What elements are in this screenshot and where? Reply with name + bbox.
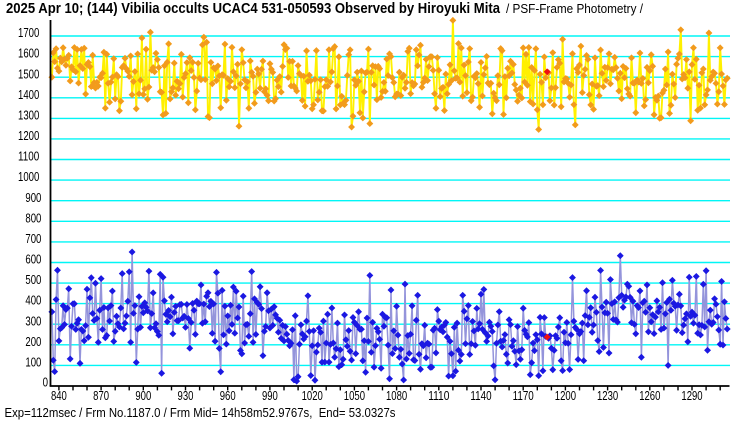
svg-text:990: 990 xyxy=(262,389,278,403)
svg-text:1050: 1050 xyxy=(344,389,365,403)
svg-text:2025 Apr 10; (144) Vibilia occ: 2025 Apr 10; (144) Vibilia occults UCAC4… xyxy=(6,1,501,17)
svg-text:1110: 1110 xyxy=(428,389,449,403)
svg-text:840: 840 xyxy=(51,389,67,403)
svg-text:1100: 1100 xyxy=(18,150,39,164)
svg-text:1700: 1700 xyxy=(18,26,39,40)
svg-text:1000: 1000 xyxy=(18,170,39,184)
svg-text:600: 600 xyxy=(25,253,41,267)
svg-text:930: 930 xyxy=(178,389,194,403)
svg-text:0: 0 xyxy=(43,375,48,389)
svg-text:Exp=112msec / Frm No.1187.0 /: Exp=112msec / Frm No.1187.0 / Frm Mid= 1… xyxy=(5,406,396,420)
svg-text:960: 960 xyxy=(220,389,236,403)
svg-text:900: 900 xyxy=(135,389,151,403)
svg-text:870: 870 xyxy=(93,389,109,403)
svg-text:1200: 1200 xyxy=(18,129,39,143)
svg-text:800: 800 xyxy=(25,211,41,225)
svg-text:/ PSF-Frame Photometry /: / PSF-Frame Photometry / xyxy=(506,1,643,16)
svg-text:1290: 1290 xyxy=(681,389,702,403)
svg-text:1230: 1230 xyxy=(597,389,618,403)
svg-text:1170: 1170 xyxy=(513,389,534,403)
svg-text:200: 200 xyxy=(25,335,41,349)
svg-text:1500: 1500 xyxy=(18,67,39,81)
svg-text:300: 300 xyxy=(25,314,41,328)
svg-text:400: 400 xyxy=(25,294,41,308)
svg-text:1400: 1400 xyxy=(18,88,39,102)
svg-text:1020: 1020 xyxy=(302,389,323,403)
svg-text:100: 100 xyxy=(25,356,41,370)
svg-text:1080: 1080 xyxy=(386,389,407,403)
svg-text:900: 900 xyxy=(25,191,41,205)
svg-text:500: 500 xyxy=(25,273,41,287)
svg-text:700: 700 xyxy=(25,232,41,246)
svg-text:1200: 1200 xyxy=(555,389,576,403)
svg-text:1140: 1140 xyxy=(470,389,491,403)
svg-text:1600: 1600 xyxy=(18,47,39,61)
svg-text:1260: 1260 xyxy=(639,389,660,403)
svg-text:1300: 1300 xyxy=(18,109,39,123)
